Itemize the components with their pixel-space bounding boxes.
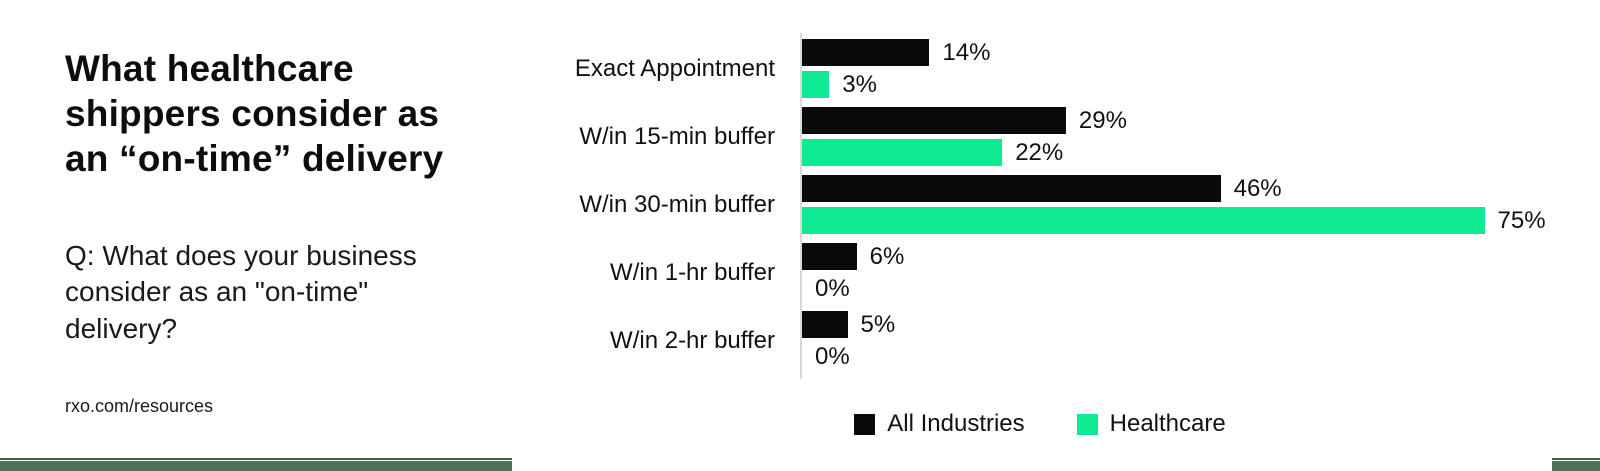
bar-line: 22%: [802, 139, 1570, 166]
legend-item: Healthcare: [1076, 410, 1226, 438]
bar-all-industries: [802, 39, 930, 66]
bar-line: 29%: [802, 107, 1570, 134]
value-label: 22%: [1015, 138, 1064, 166]
bar-line: 0%: [802, 343, 1570, 370]
bar-all-industries: [802, 311, 848, 338]
bottom-band-left: [0, 458, 512, 471]
chart-row: W/in 1-hr buffer 6% 0%: [510, 243, 1570, 302]
value-label: 6%: [869, 242, 905, 270]
bar-pair: 6% 0%: [800, 243, 1570, 302]
bar-line: 14%: [802, 39, 1570, 66]
bar-chart-body: Exact Appointment 14% 3% W/in 15-min buffer…: [510, 33, 1570, 379]
bar-pair: 14% 3%: [800, 39, 1570, 98]
category-label: W/in 2-hr buffer: [610, 326, 775, 354]
bottom-band-line: [0, 458, 512, 460]
bar-pair: 46% 75%: [800, 175, 1570, 234]
legend-item: All Industries: [854, 410, 1025, 438]
bar-line: 46%: [802, 175, 1570, 202]
chart-row: W/in 2-hr buffer 5% 0%: [510, 311, 1570, 370]
bar-healthcare: [802, 71, 830, 98]
category-label: W/in 1-hr buffer: [610, 258, 775, 286]
bottom-band-right: [1552, 458, 1600, 471]
bottom-band-line: [1552, 458, 1600, 460]
legend-swatch: [1076, 413, 1098, 435]
value-label: 5%: [860, 310, 896, 338]
chart-row: W/in 30-min buffer 46% 75%: [510, 175, 1570, 234]
bar-line: 5%: [802, 311, 1570, 338]
page-title: What healthcare shippers consider as an …: [65, 48, 444, 180]
bar-all-industries: [802, 243, 857, 270]
legend-label: Healthcare: [1109, 410, 1226, 437]
bar-pair: 29% 22%: [800, 107, 1570, 166]
bar-healthcare: [802, 139, 1003, 166]
bar-line: 75%: [802, 207, 1570, 234]
category-label: Exact Appointment: [574, 54, 775, 82]
category-label: W/in 15-min buffer: [579, 122, 775, 150]
bar-all-industries: [802, 175, 1221, 202]
value-label: 0%: [815, 274, 850, 302]
legend-swatch: [854, 413, 876, 435]
bar-line: 3%: [802, 71, 1570, 98]
bar-chart: Exact Appointment 14% 3% W/in 15-min buffer…: [510, 33, 1570, 438]
value-label: 46%: [1233, 174, 1282, 202]
bar-line: 6%: [802, 243, 1570, 270]
survey-question: Q: What does your business consider as a…: [65, 240, 417, 344]
chart-row: Exact Appointment 14% 3%: [510, 39, 1570, 98]
y-axis-line: [800, 33, 802, 379]
chart-row: W/in 15-min buffer 29% 22%: [510, 107, 1570, 166]
legend-label: All Industries: [887, 410, 1025, 437]
bottom-band-fill: [0, 461, 512, 471]
value-label: 3%: [842, 70, 877, 98]
category-label: W/in 30-min buffer: [579, 190, 775, 218]
value-label: 14%: [942, 38, 991, 66]
value-label: 0%: [815, 342, 850, 370]
bar-all-industries: [802, 107, 1066, 134]
bar-line: 0%: [802, 275, 1570, 302]
value-label: 29%: [1078, 106, 1127, 134]
source-url: rxo.com/resources: [65, 396, 214, 416]
bottom-band-fill: [1552, 461, 1600, 471]
bar-healthcare: [802, 207, 1485, 234]
chart-legend: All Industries Healthcare: [510, 410, 1570, 438]
value-label: 75%: [1497, 206, 1546, 234]
bar-pair: 5% 0%: [800, 311, 1570, 370]
